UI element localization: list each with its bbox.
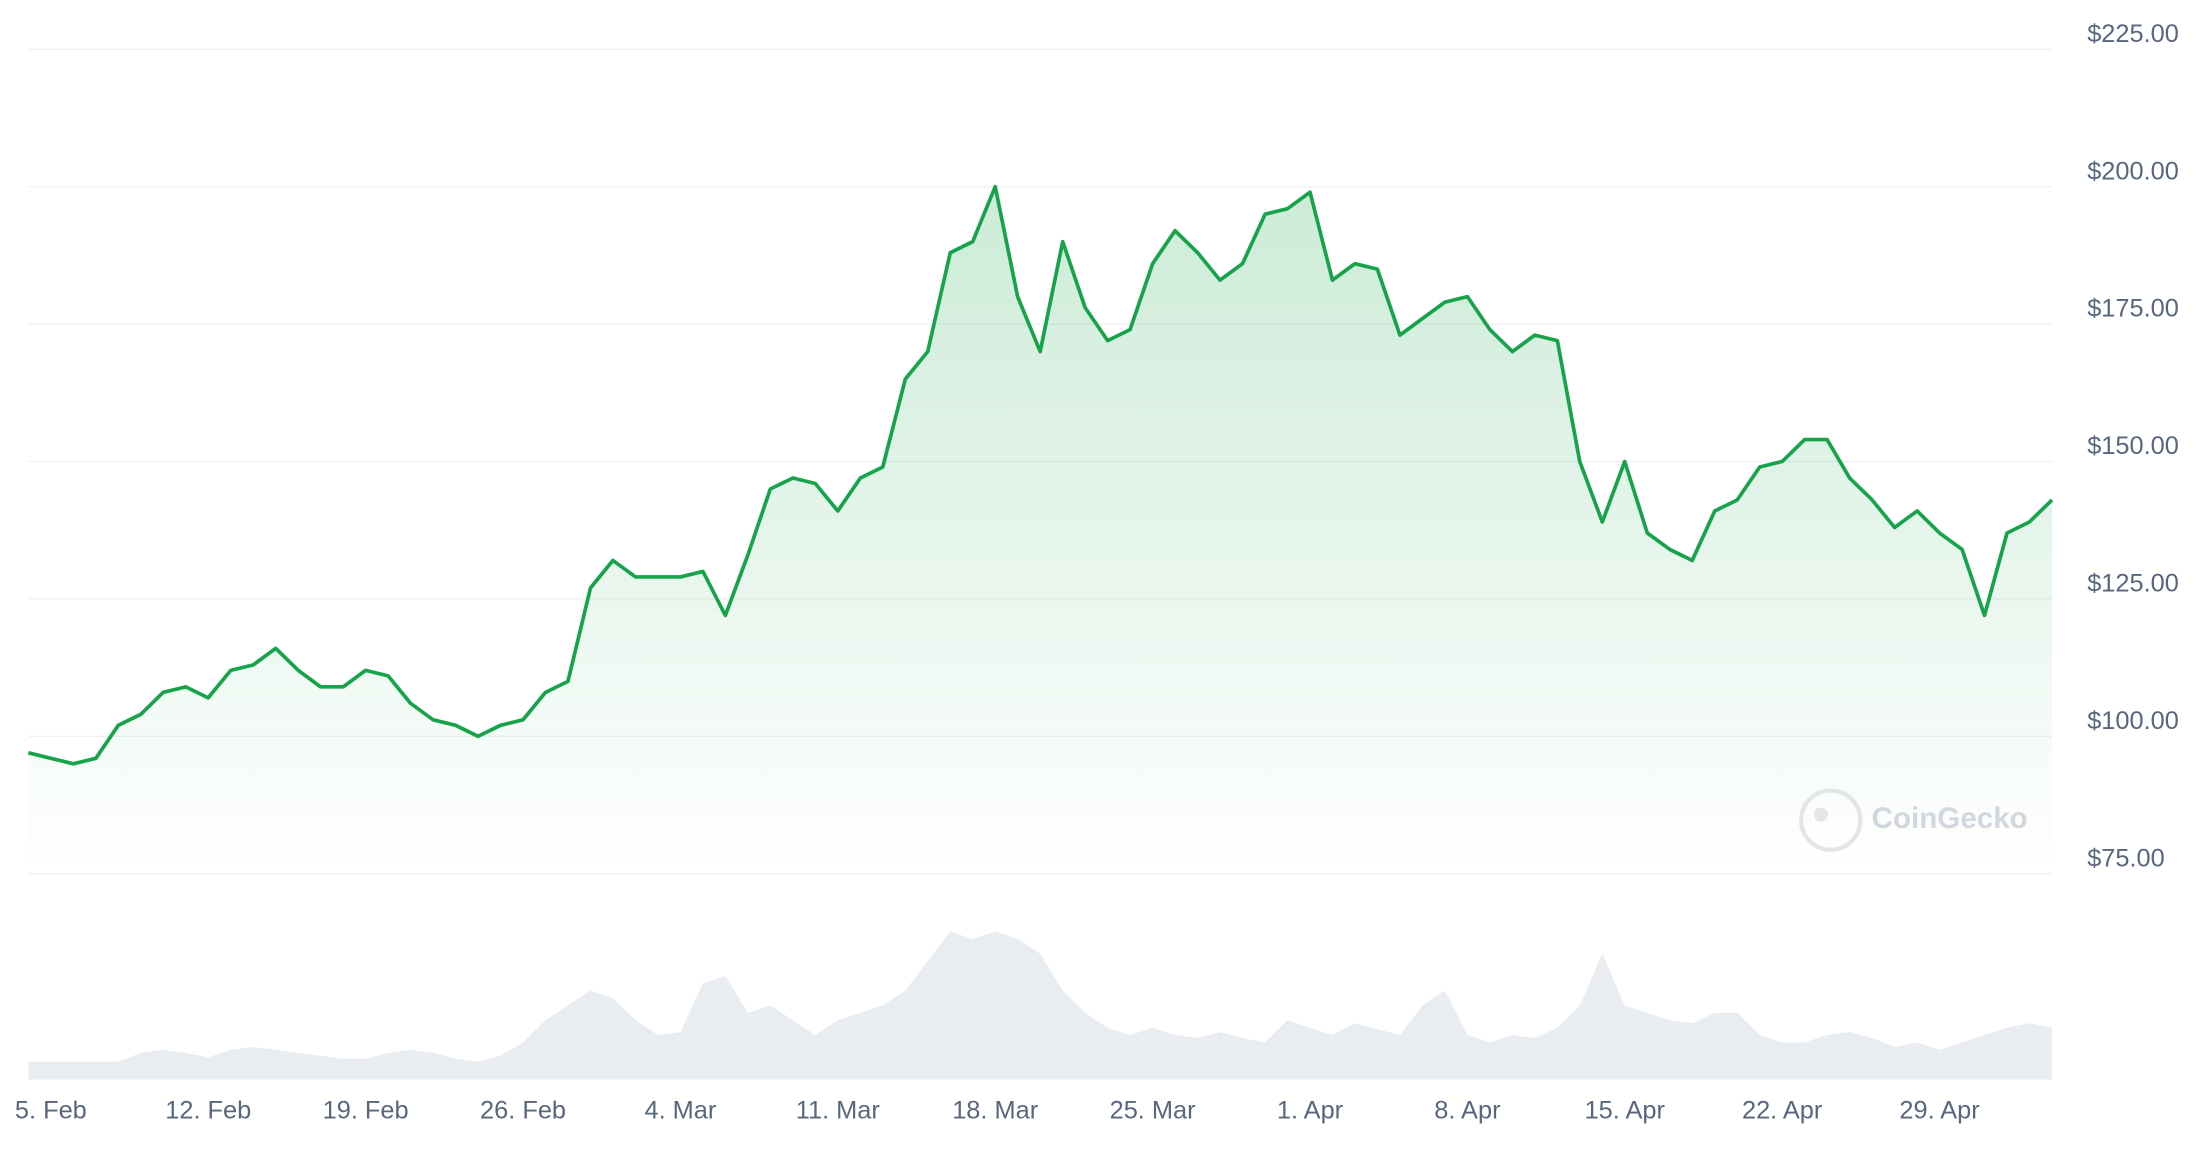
y-tick-label: $125.00 [2087,570,2179,598]
y-tick-label: $100.00 [2087,707,2179,735]
x-tick-label: 15. Apr [1585,1097,1666,1125]
x-tick-label: 18. Mar [952,1097,1039,1125]
x-tick-label: 26. Feb [480,1097,566,1125]
x-tick-label: 29. Apr [1899,1097,1980,1125]
x-tick-label: 12. Feb [165,1097,251,1125]
x-tick-label: 19. Feb [323,1097,409,1125]
y-tick-label: $225.00 [2087,20,2179,48]
x-tick-label: 1. Apr [1277,1097,1344,1125]
watermark-logo-eye [1813,807,1828,822]
x-tick-label: 5. Feb [15,1097,87,1125]
x-tick-label: 8. Apr [1434,1097,1501,1125]
x-tick-label: 22. Apr [1742,1097,1823,1125]
volume-area [28,931,2052,1080]
y-tick-label: $75.00 [2087,844,2165,872]
price-area [28,186,2052,874]
price-line [27,184,2054,766]
y-tick-label: $150.00 [2087,432,2179,460]
watermark: CoinGecko [1872,802,2028,835]
y-tick-label: $200.00 [2087,157,2179,185]
watermark-logo [1799,788,1863,852]
x-tick-label: 4. Mar [644,1097,716,1125]
y-tick-label: $175.00 [2087,295,2179,323]
x-tick-label: 25. Mar [1110,1097,1197,1125]
x-tick-label: 11. Mar [796,1097,881,1125]
